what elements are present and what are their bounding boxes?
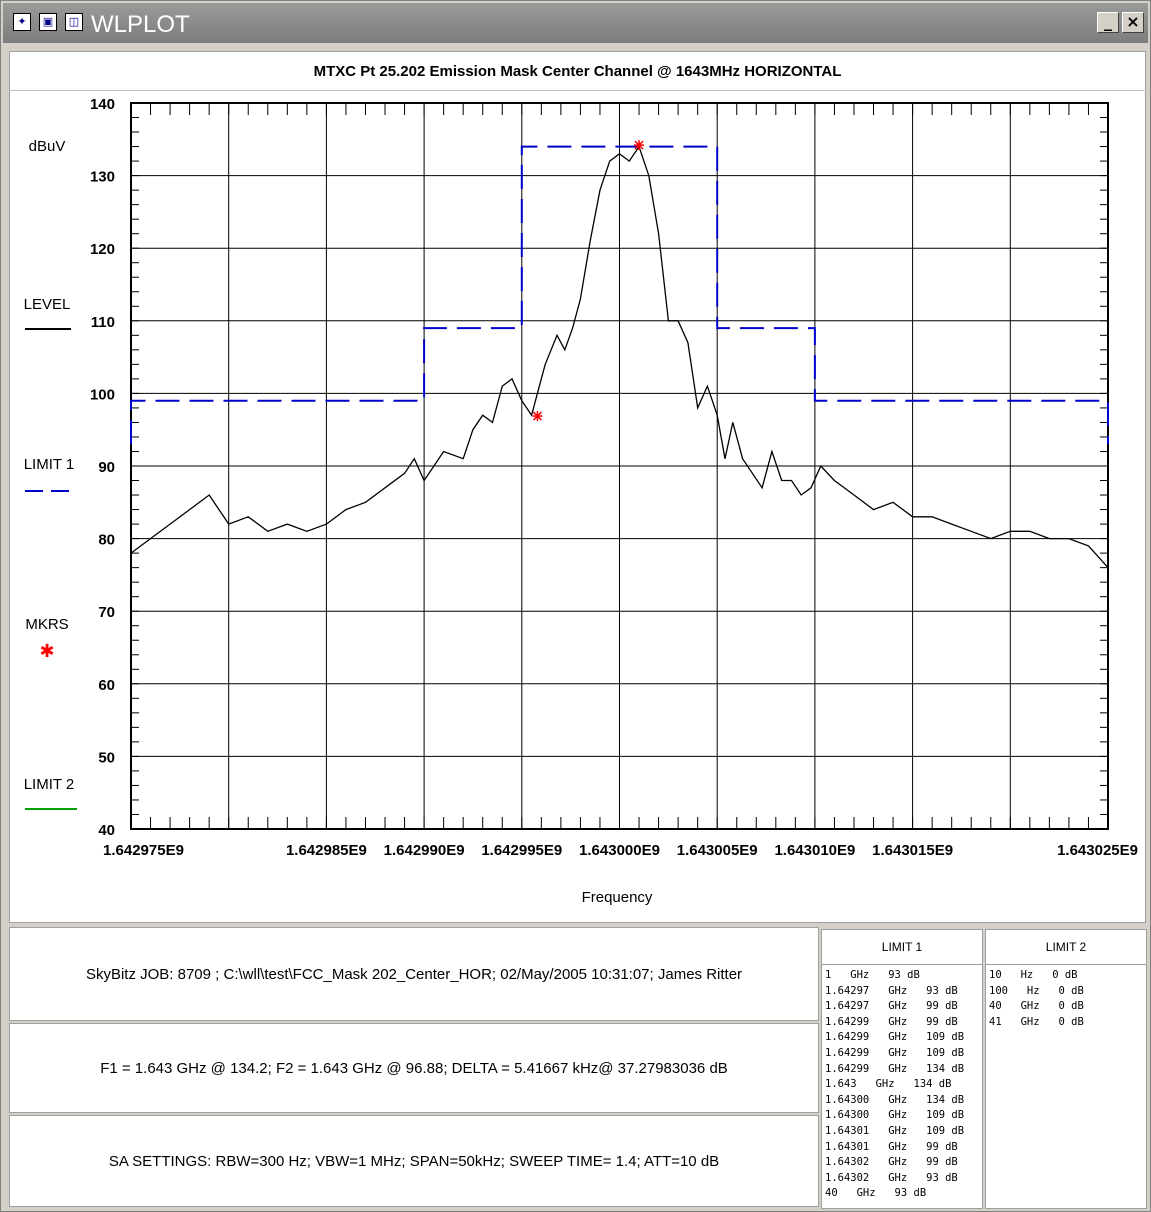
limit1-table: LIMIT 1 1 GHz 93 dB 1.64297 GHz 93 dB 1.64… — [821, 929, 983, 1209]
limit1-row: 1.64297 GHz 99 dB — [825, 1000, 958, 1013]
legend-level-label: LEVEL — [24, 296, 71, 313]
x-tick-label: 1.642990E9 — [384, 842, 465, 859]
marker-point — [532, 411, 543, 422]
limit1-row: 1 GHz 93 dB — [825, 969, 920, 981]
y-tick-label: 130 — [90, 169, 115, 186]
limit1-row: 1.643 GHz 134 dB — [825, 1078, 952, 1091]
marker-layer — [532, 140, 645, 422]
grid-layer — [130, 102, 1109, 830]
x-tick-label: 1.643010E9 — [774, 842, 855, 859]
minimize-button[interactable]: _ — [1097, 12, 1119, 33]
y-tick-label: 60 — [98, 677, 115, 694]
x-tick-label: 1.642975E9 — [103, 842, 184, 859]
limit1-row: 1.64299 GHz 109 dB — [825, 1031, 965, 1044]
limit2-row: 41 GHz 0 dB — [989, 1015, 1084, 1028]
limit1-row: 1.64302 GHz 93 dB — [825, 1171, 958, 1184]
close-button[interactable]: × — [1122, 12, 1144, 33]
chart-title: MTXC Pt 25.202 Emission Mask Center Chan… — [313, 63, 842, 80]
y-tick-label: 140 — [90, 96, 115, 113]
limit1-row: 1.64302 GHz 99 dB — [825, 1156, 958, 1169]
window-title: WLPLOT — [91, 11, 190, 38]
series-layer — [130, 145, 1109, 569]
y-axis-label: dBuV — [29, 138, 66, 155]
marker-info-text: F1 = 1.643 GHz @ 134.2; F2 = 1.643 GHz @… — [100, 1059, 728, 1077]
x-tick-label: 1.643025E9 — [1057, 842, 1138, 859]
limit2-row: 100 Hz 0 dB — [989, 984, 1084, 997]
y-tick-label: 100 — [90, 386, 115, 403]
x-axis-label: Frequency — [582, 889, 653, 906]
chart-svg: 40 50 60 70 80 90 100 110 120 130 140 1.642975E9 1.6… — [24, 96, 1138, 906]
x-tick-label: 1.643015E9 — [872, 842, 953, 859]
y-tick-label: 50 — [98, 749, 115, 766]
limit1-row: 1.64300 GHz 109 dB — [825, 1109, 965, 1122]
y-tick-label: 110 — [91, 314, 115, 331]
y-tick-label: 40 — [98, 822, 115, 839]
limit1-row: 40 GHz 93 dB — [825, 1187, 927, 1200]
limit1-row: 1.64297 GHz 93 dB — [825, 984, 958, 997]
limit2-table-rows: 10 Hz 0 dB 100 Hz 0 dB 40 GHz 0 dB 41 GHz 0… — [986, 965, 1146, 1030]
app-icon[interactable]: ✦ — [13, 13, 31, 31]
options-icon[interactable]: ▣ — [39, 13, 57, 31]
chart-title-box: MTXC Pt 25.202 Emission Mask Center Chan… — [9, 51, 1146, 91]
x-tick-label: 1.643000E9 — [579, 842, 660, 859]
limit1-row: 1.64301 GHz 109 dB — [825, 1124, 965, 1137]
legend-limit2-label: LIMIT 2 — [24, 776, 75, 793]
y-tick-label: 80 — [98, 532, 115, 549]
level-series-line — [130, 145, 1109, 569]
marker-point — [634, 140, 645, 151]
marker-stroke — [634, 140, 644, 150]
y-tick-label: 70 — [98, 604, 115, 621]
marker-info-box: F1 = 1.643 GHz @ 134.2; F2 = 1.643 GHz @… — [9, 1023, 819, 1113]
job-info-text: SkyBitz JOB: 8709 ; C:\wll\test\FCC_Mask… — [85, 965, 743, 983]
y-tick-label: 90 — [98, 459, 115, 476]
job-info-box: SkyBitz JOB: 8709 ; C:\wll\test\FCC_Mask… — [9, 927, 819, 1021]
limit1-table-title: LIMIT 1 — [822, 930, 982, 965]
marker-stroke — [532, 411, 542, 421]
limit1-row: 1.64301 GHz 99 dB — [825, 1140, 958, 1153]
y-tick-label: 120 — [90, 241, 115, 258]
restore-icon[interactable]: ◫ — [65, 13, 83, 31]
limit1-row: 1.64299 GHz 99 dB — [825, 1015, 958, 1028]
legend-mkrs-label: MKRS — [25, 616, 68, 633]
legend-mkrs-swatch: ✱ — [39, 641, 54, 662]
limit2-table: LIMIT 2 10 Hz 0 dB 100 Hz 0 dB 40 GHz 0 dB… — [985, 929, 1147, 1209]
limit1-table-rows: 1 GHz 93 dB 1.64297 GHz 93 dB 1.64297 GHz … — [822, 965, 982, 1202]
limit1-series-line — [130, 145, 1109, 445]
sa-settings-box: SA SETTINGS: RBW=300 Hz; VBW=1 MHz; SPAN… — [9, 1115, 819, 1207]
x-tick-label: 1.642985E9 — [286, 842, 367, 859]
sa-settings-text: SA SETTINGS: RBW=300 Hz; VBW=1 MHz; SPAN… — [108, 1152, 720, 1170]
x-tick-label: 1.642995E9 — [481, 842, 562, 859]
legend-limit1-label: LIMIT 1 — [24, 456, 75, 473]
limit1-row: 1.64299 GHz 134 dB — [825, 1062, 965, 1075]
limit2-table-title: LIMIT 2 — [986, 930, 1146, 965]
limit2-row: 10 Hz 0 dB — [989, 969, 1078, 981]
limit2-row: 40 GHz 0 dB — [989, 1000, 1084, 1013]
plot-panel — [9, 51, 1146, 923]
x-tick-label: 1.643005E9 — [677, 842, 758, 859]
tick-label-layer: 40 50 60 70 80 90 100 110 120 130 140 1.642975E9 1.6… — [90, 96, 1138, 859]
limit1-row: 1.64300 GHz 134 dB — [825, 1093, 965, 1106]
limit1-row: 1.64299 GHz 109 dB — [825, 1046, 965, 1059]
title-bar[interactable]: ✦ ▣ ◫ WLPLOT _ × — [3, 3, 1148, 43]
